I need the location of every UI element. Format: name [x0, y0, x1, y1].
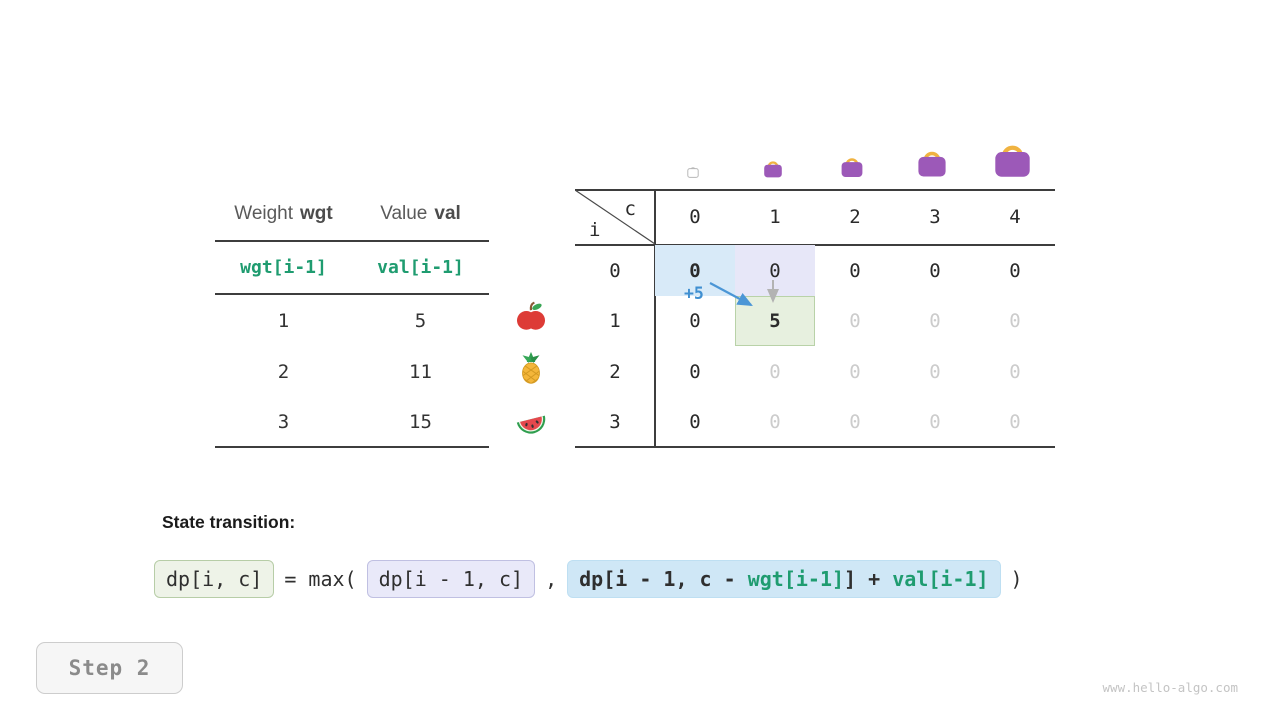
formula-separator: ,: [545, 567, 558, 591]
formula-arg1-box: dp[i - 1, c]: [366, 560, 536, 598]
items-table-formula-row: wgt[i-1] val[i-1]: [215, 243, 489, 291]
bag-empty-icon: [685, 163, 701, 179]
row-header-3: 3: [609, 411, 621, 433]
item-row-1: 1 5: [215, 296, 489, 346]
items-table-header: Weight wgt Value val: [215, 192, 489, 236]
dp-cell-1-0: 0: [689, 310, 701, 332]
val-label: val: [434, 203, 461, 224]
bag-xlarge-icon: [991, 137, 1034, 180]
plus5-annotation: +5: [684, 284, 704, 303]
dp-cell-2-2: 0: [849, 360, 861, 383]
wgt-label: wgt: [300, 203, 333, 224]
arg2-wgt: wgt[i-1]: [747, 567, 845, 591]
value-column-header: Value val: [352, 192, 489, 236]
dp-cell-2-3: 0: [929, 360, 941, 383]
wgt-formula-cell: wgt[i-1]: [240, 256, 327, 278]
col-axis-label: c: [624, 198, 636, 220]
bag-large-icon: [915, 145, 949, 179]
formula-operator: = max(: [284, 567, 357, 591]
state-transition-heading: State transition:: [162, 512, 296, 532]
dp-corner-cell: c i: [575, 190, 655, 244]
row-header-1: 1: [609, 310, 621, 332]
items-table-bottom-rule: [215, 446, 489, 448]
row-axis-label: i: [589, 219, 601, 241]
items-table-formula-rule: [215, 293, 489, 295]
row-header-2: 2: [609, 360, 621, 383]
dp-cell-0-2: 0: [849, 259, 861, 282]
col-header-0: 0: [689, 206, 701, 228]
dp-cell-0-3: 0: [929, 259, 941, 282]
arg2-prefix: dp[i - 1, c -: [579, 567, 748, 591]
bag-medium-icon: [839, 153, 865, 179]
dp-cell-0-4: 0: [1009, 259, 1021, 282]
item1-weight: 1: [277, 310, 290, 332]
col-header-3: 3: [929, 206, 941, 228]
col-header-4: 4: [1009, 206, 1021, 228]
item1-value: 5: [414, 310, 427, 332]
val-formula-cell: val[i-1]: [377, 256, 464, 278]
col-header-2: 2: [849, 206, 861, 228]
formula-arg2-box: dp[i - 1, c - wgt[i-1]] + val[i-1]: [567, 560, 1001, 598]
dp-table-vertical-rule: [654, 189, 656, 448]
value-label: Value: [380, 203, 428, 224]
apple-icon: [514, 300, 548, 334]
dp-cell-1-4: 0: [1009, 310, 1021, 332]
item2-weight: 2: [277, 361, 290, 383]
arg2-mid: ] +: [844, 567, 893, 591]
formula-closing-paren: ): [1010, 567, 1023, 591]
item-row-3: 3 15: [215, 397, 489, 447]
dp-cell-3-3: 0: [929, 411, 941, 433]
dp-table-top-rule: [575, 189, 1055, 191]
row-header-0: 0: [609, 259, 621, 282]
item-row-2: 2 11: [215, 347, 489, 397]
item2-value: 11: [409, 361, 432, 383]
dp-row-2: 2 0 0 0 0 0: [575, 346, 1055, 397]
dp-header-row: c i 0 1 2 3 4: [575, 190, 1055, 244]
dp-row-3: 3 0 0 0 0 0: [575, 397, 1055, 447]
dp-cell-3-1: 0: [769, 411, 781, 433]
dp-cell-3-2: 0: [849, 411, 861, 433]
dp-table-header-rule: [575, 244, 1055, 246]
dp-cell-1-3: 0: [929, 310, 941, 332]
transition-arrows: [709, 280, 779, 307]
dp-cell-2-0: 0: [689, 360, 701, 383]
dp-cell-0-0: 0: [655, 245, 735, 296]
arg2-val: val[i-1]: [892, 567, 989, 591]
item3-value: 15: [409, 411, 432, 433]
watermark: www.hello-algo.com: [1102, 680, 1238, 695]
weight-column-header: Weight wgt: [215, 192, 352, 236]
state-transition-formula: dp[i, c] = max( dp[i - 1, c] , dp[i - 1,…: [154, 560, 1023, 598]
blue-transition-arrow: [709, 282, 753, 307]
step-indicator: Step 2: [36, 642, 183, 694]
dp-cell-3-0: 0: [689, 411, 701, 433]
pineapple-icon: [514, 351, 548, 385]
dp-cell-0-1: 0: [735, 245, 815, 296]
formula-lhs-box: dp[i, c]: [154, 560, 275, 598]
item3-weight: 3: [277, 411, 290, 433]
dp-cell-2-4: 0: [1009, 360, 1021, 383]
dp-cell-1-2: 0: [849, 310, 861, 332]
corner-diagonal-line: [575, 190, 655, 244]
weight-label: Weight: [234, 203, 294, 224]
dp-cell-3-4: 0: [1009, 411, 1021, 433]
dp-cell-2-1: 0: [769, 360, 781, 383]
bag-small-icon: [762, 157, 784, 179]
dp-table-bottom-rule: [575, 446, 1055, 448]
items-table-header-rule: [215, 240, 489, 242]
col-header-1: 1: [769, 206, 781, 228]
dp-row-0: 0 0 0 0 0 0: [575, 245, 1055, 296]
watermelon-icon: [514, 403, 548, 437]
